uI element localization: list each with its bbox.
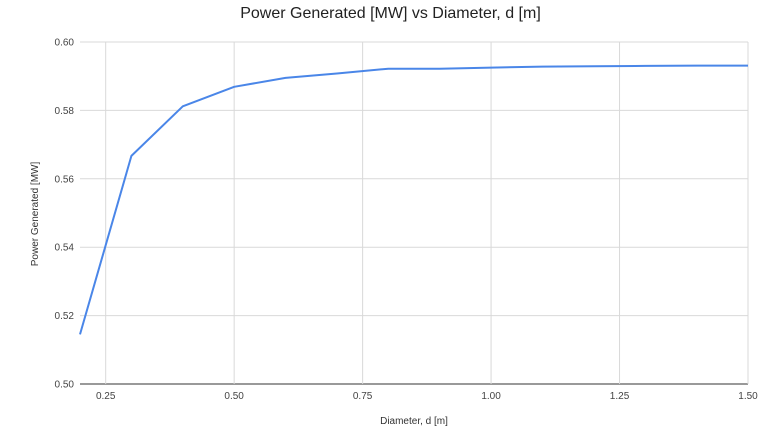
x-tick-label: 0.25: [96, 391, 116, 402]
series-layer: [80, 66, 748, 335]
y-tick-label: 0.60: [55, 38, 75, 49]
y-axis-label: Power Generated [MW]: [30, 162, 41, 267]
chart-title: Power Generated [MW] vs Diameter, d [m]: [0, 5, 781, 23]
x-tick-label: 1.25: [610, 391, 630, 402]
x-tick-label: 0.75: [353, 391, 373, 402]
y-tick-label: 0.58: [55, 106, 75, 117]
x-axis-label: Diameter, d [m]: [380, 416, 448, 427]
y-tick-label: 0.52: [55, 311, 75, 322]
tick-labels: 0.50 0.52 0.54 0.56 0.58 0.60 0.25 0.50 0.75 1.00…: [55, 38, 759, 403]
grid-lines: [80, 42, 748, 384]
x-tick-label: 0.50: [224, 391, 244, 402]
x-tick-label: 1.50: [738, 391, 758, 402]
series-line: [80, 66, 748, 335]
y-tick-label: 0.54: [55, 243, 75, 254]
y-tick-label: 0.56: [55, 174, 75, 185]
x-tick-label: 1.00: [481, 391, 501, 402]
y-tick-label: 0.50: [55, 380, 75, 391]
